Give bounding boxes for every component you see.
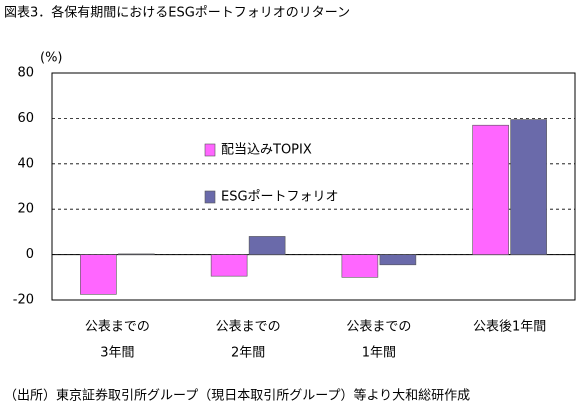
source-note: （出所）東京証券取引所グループ（現日本取引所グループ）等より大和総研作成: [4, 388, 470, 404]
x-tick-label: 公表後1年間: [473, 320, 546, 335]
bar: [510, 119, 547, 255]
y-tick-label: 0: [26, 247, 34, 262]
bar: [341, 254, 379, 278]
x-tick-label: 2年間: [231, 346, 265, 361]
legend-swatch: [204, 190, 216, 204]
y-tick-label: 40: [17, 156, 34, 171]
bar: [210, 254, 248, 277]
legend-label: 配当込みTOPIX: [221, 143, 312, 158]
bar: [80, 254, 117, 295]
legend-swatch: [204, 143, 216, 157]
x-tick-label: 公表までの: [346, 320, 411, 335]
x-tick-label: 公表までの: [216, 320, 281, 335]
x-tick-label: 3年間: [100, 346, 134, 361]
plot-frame: [51, 72, 576, 301]
bar: [248, 236, 286, 255]
bar: [472, 124, 509, 255]
x-tick-label: 公表までの: [85, 320, 150, 335]
y-tick-label: -20: [13, 293, 34, 308]
bar: [379, 254, 417, 266]
y-tick-label: 60: [17, 111, 34, 126]
chart-title: 図表3．各保有期間におけるESGポートフォリオのリターン: [4, 5, 350, 21]
x-tick-label: 1年間: [362, 346, 396, 361]
legend-label: ESGポートフォリオ: [221, 190, 339, 205]
y-tick-label: 80: [17, 66, 34, 81]
bar: [118, 253, 155, 255]
y-unit: (%): [40, 51, 63, 66]
y-tick-label: 20: [17, 202, 34, 217]
